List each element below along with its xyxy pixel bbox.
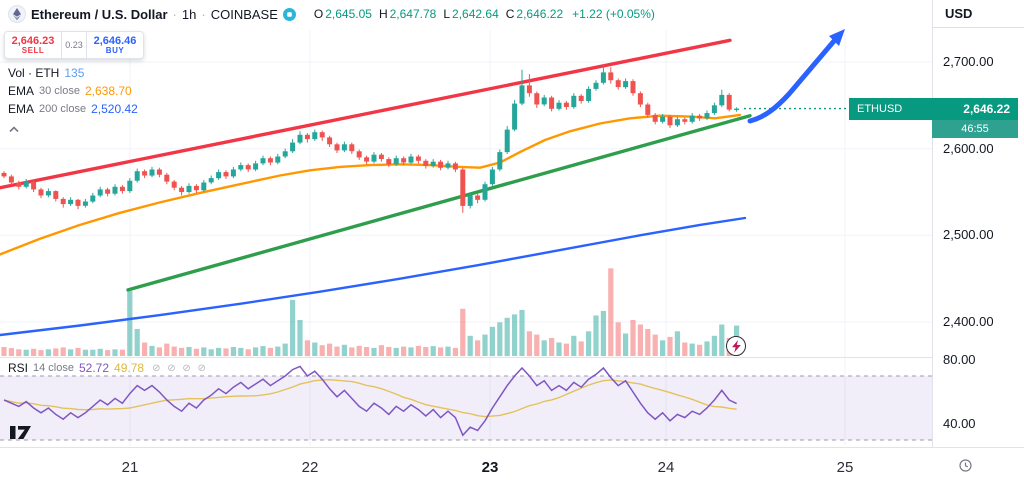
ema200-legend-name: EMA xyxy=(8,102,35,116)
ohlc-open-key: O xyxy=(313,7,324,21)
ohlc-high-key: H xyxy=(378,7,388,21)
legend-row-ema30[interactable]: EMA 30 close 2,638.70 xyxy=(8,82,138,100)
price-axis-label: 2,500.00 xyxy=(943,227,994,243)
bar-countdown-badge: 46:55 xyxy=(932,119,1018,138)
indicator-action-icons[interactable]: ⊘ ⊘ ⊘ ⊘ xyxy=(152,362,208,374)
ema200-legend-value: 2,520.42 xyxy=(91,102,138,116)
rsi-legend-signal-value: 49.78 xyxy=(114,361,145,375)
ohlc-open-value: 2,645.05 xyxy=(325,7,372,21)
ohlc-low-value: 2,642.64 xyxy=(452,7,499,21)
ohlc-close-value: 2,646.22 xyxy=(516,7,564,21)
price-axis-label: 40.00 xyxy=(943,416,976,431)
price-axis-label: 80.00 xyxy=(943,352,976,367)
indicator-legend: Vol · ETH 135 EMA 30 close 2,638.70 EMA … xyxy=(8,64,138,136)
badge-symbol: ETHUSD xyxy=(857,102,903,115)
current-price-badge: ETHUSD 2,646.22 xyxy=(849,97,1018,120)
symbol-title[interactable]: Ethereum / U.S. Dollar xyxy=(31,6,168,22)
collapse-legend-button[interactable] xyxy=(8,121,20,136)
price-change: +1.22 (+0.05%) xyxy=(572,7,655,21)
time-axis-label: 21 xyxy=(121,459,139,476)
ohlc-values: O 2,645.05 H 2,647.78 L 2,642.64 C 2,646… xyxy=(309,7,563,21)
price-axis[interactable]: USD 2,700.00 2,600.00 2,500.00 2,400.00 80.0… xyxy=(932,0,1024,488)
price-axis-label: 2,400.00 xyxy=(943,314,994,329)
price-chart-canvas[interactable] xyxy=(0,0,932,447)
time-axis[interactable]: 21 22 23 24 25 xyxy=(0,447,1024,488)
rsi-legend-name: RSI xyxy=(8,361,29,375)
time-axis-label: 23 xyxy=(481,459,499,476)
time-axis-label: 24 xyxy=(657,459,675,476)
volume-legend-name: Vol · ETH xyxy=(8,66,60,80)
badge-price: 2,646.22 xyxy=(963,101,1010,116)
spread-value: 0.23 xyxy=(61,32,87,58)
ema30-legend-name: EMA xyxy=(8,84,35,98)
rsi-legend-value: 52.72 xyxy=(79,361,110,375)
ethereum-logo-icon xyxy=(8,5,26,23)
timezone-clock-icon[interactable] xyxy=(959,459,972,477)
chevron-up-icon xyxy=(9,126,19,133)
volume-legend-value: 135 xyxy=(64,66,85,80)
buy-price: 2,646.46 xyxy=(93,34,137,47)
ohlc-high-value: 2,647.78 xyxy=(389,7,437,21)
currency-selector[interactable]: USD xyxy=(933,0,1024,28)
ohlc-low-key: L xyxy=(443,7,451,21)
interval-label[interactable]: 1h xyxy=(181,6,197,22)
rsi-legend-params: 14 close xyxy=(33,362,74,374)
ema30-legend-value: 2,638.70 xyxy=(85,84,132,98)
ohlc-close-key: C xyxy=(505,7,515,21)
tradingview-logo[interactable] xyxy=(10,423,40,445)
time-axis-label: 22 xyxy=(301,459,319,476)
sell-price: 2,646.23 xyxy=(11,34,55,47)
ema30-legend-params: 30 close xyxy=(39,85,80,97)
exchange-label[interactable]: COINBASE xyxy=(210,6,278,22)
separator-dot: · xyxy=(172,6,177,22)
legend-row-volume[interactable]: Vol · ETH 135 xyxy=(8,64,138,82)
price-axis-label: 2,700.00 xyxy=(943,54,994,69)
separator-dot: · xyxy=(201,6,206,22)
price-axis-label: 2,600.00 xyxy=(943,140,994,156)
ema200-legend-params: 200 close xyxy=(39,103,87,115)
rsi-legend-row[interactable]: RSI 14 close 52.72 49.78 ⊘ ⊘ ⊘ ⊘ xyxy=(8,361,208,375)
legend-row-ema200[interactable]: EMA 200 close 2,520.42 xyxy=(8,100,138,118)
flash-order-icon[interactable] xyxy=(726,336,746,356)
coinbase-logo-icon xyxy=(282,7,296,21)
sell-label: SELL xyxy=(21,45,45,55)
buy-sell-widget: 2,646.23 SELL 0.23 2,646.46 BUY xyxy=(4,31,144,59)
sell-button[interactable]: 2,646.23 SELL xyxy=(5,32,61,58)
buy-button[interactable]: 2,646.46 BUY xyxy=(87,32,143,58)
time-axis-label: 25 xyxy=(836,459,854,476)
symbol-info-bar: Ethereum / U.S. Dollar · 1h · COINBASE O… xyxy=(0,0,932,28)
buy-label: BUY xyxy=(105,45,125,55)
